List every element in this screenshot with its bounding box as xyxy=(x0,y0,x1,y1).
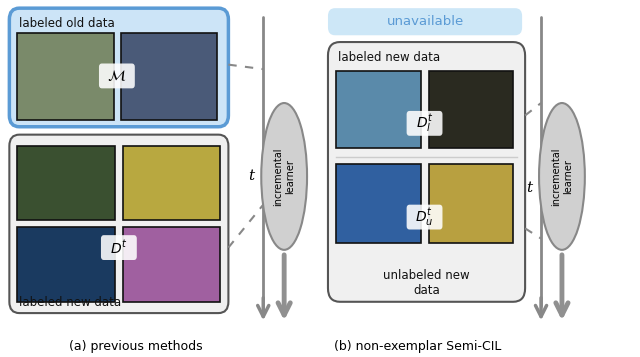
Text: $D^t$: $D^t$ xyxy=(110,239,128,256)
Text: (a) previous methods: (a) previous methods xyxy=(69,340,203,353)
Text: $D_u^t$: $D_u^t$ xyxy=(415,206,434,228)
Text: $\mathcal{M}$: $\mathcal{M}$ xyxy=(108,69,127,84)
Text: t: t xyxy=(248,170,254,183)
Text: incremental
learner: incremental learner xyxy=(273,147,295,206)
Bar xyxy=(336,71,420,148)
Bar xyxy=(123,146,220,221)
Bar xyxy=(17,146,115,221)
Text: labeled old data: labeled old data xyxy=(19,17,115,30)
FancyBboxPatch shape xyxy=(328,8,522,35)
Text: t: t xyxy=(526,181,532,195)
FancyBboxPatch shape xyxy=(406,111,442,136)
Text: incremental
learner: incremental learner xyxy=(551,147,573,206)
Text: unlabeled new
data: unlabeled new data xyxy=(383,269,470,297)
Ellipse shape xyxy=(261,103,307,250)
Text: labeled new data: labeled new data xyxy=(338,51,440,64)
Bar xyxy=(17,33,114,120)
Bar xyxy=(336,164,420,243)
FancyBboxPatch shape xyxy=(99,64,135,88)
Bar xyxy=(121,33,218,120)
Text: (b) non-exemplar Semi-CIL: (b) non-exemplar Semi-CIL xyxy=(334,340,501,353)
Bar xyxy=(17,227,115,302)
FancyBboxPatch shape xyxy=(10,135,228,313)
FancyBboxPatch shape xyxy=(10,8,228,127)
Bar xyxy=(123,227,220,302)
FancyBboxPatch shape xyxy=(406,205,442,230)
FancyBboxPatch shape xyxy=(328,42,525,302)
FancyBboxPatch shape xyxy=(101,235,137,260)
Text: labeled new data: labeled new data xyxy=(19,296,122,308)
Ellipse shape xyxy=(539,103,585,250)
Text: unavailable: unavailable xyxy=(387,15,463,28)
Bar xyxy=(429,71,513,148)
Bar xyxy=(429,164,513,243)
Text: $D_l^t$: $D_l^t$ xyxy=(415,112,433,134)
